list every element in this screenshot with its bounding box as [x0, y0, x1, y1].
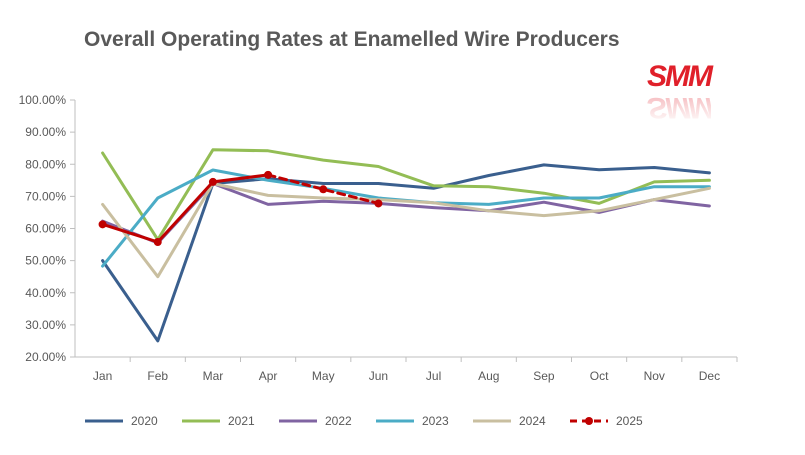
- y-tick-label: 20.00%: [25, 350, 66, 364]
- series-line-2025: [101, 173, 270, 244]
- chart-title: Overall Operating Rates at Enamelled Wir…: [84, 28, 620, 51]
- legend-label-2024: 2024: [519, 414, 546, 428]
- data-point-2025: [319, 185, 328, 194]
- y-tick-label: 50.00%: [25, 254, 66, 268]
- y-tick-label: 80.00%: [25, 157, 66, 171]
- x-tick-label: May: [312, 369, 335, 383]
- x-tick-label: Nov: [644, 369, 665, 383]
- legend-label-2023: 2023: [422, 414, 449, 428]
- x-tick-label: Jul: [426, 369, 441, 383]
- data-point-2025: [374, 199, 383, 208]
- y-tick-label: 70.00%: [25, 189, 66, 203]
- data-point-2025: [264, 170, 273, 179]
- data-point-2025: [153, 237, 162, 246]
- axes: 20.00% 30.00% 40.00% 50.00% 60.00% 70.00% 80.0…: [19, 93, 738, 383]
- x-tick-label: Apr: [259, 369, 278, 383]
- y-tick-label: 100.00%: [19, 93, 67, 107]
- x-tick-label: Sep: [533, 369, 555, 383]
- legend-label-2022: 2022: [325, 414, 352, 428]
- x-tick-label: Oct: [590, 369, 609, 383]
- legend: 2020 2021 2022 2023 2024 2025: [85, 414, 643, 428]
- series-lines: [98, 148, 711, 343]
- y-tick-label: 60.00%: [25, 222, 66, 236]
- legend-marker-2025: [585, 417, 593, 425]
- data-point-2025: [208, 177, 217, 186]
- series-line-2024: [101, 182, 711, 279]
- legend-label-2020: 2020: [131, 414, 158, 428]
- x-tick-label: Jan: [93, 369, 112, 383]
- legend-label-2021: 2021: [228, 414, 255, 428]
- series-line-2020: [101, 163, 711, 343]
- data-point-2025: [98, 220, 107, 229]
- series-line-2021: [101, 148, 711, 242]
- x-tick-label: Feb: [147, 369, 168, 383]
- y-tick-label: 30.00%: [25, 318, 66, 332]
- logo-text: SMM: [647, 60, 713, 93]
- x-tick-label: Aug: [478, 369, 499, 383]
- y-tick-label: 90.00%: [25, 125, 66, 139]
- smm-logo: SMM SMM: [647, 60, 737, 132]
- legend-label-2025: 2025: [616, 414, 643, 428]
- x-tick-label: Jun: [369, 369, 388, 383]
- x-tick-label: Dec: [699, 369, 720, 383]
- series-line-2025-dashed: [266, 173, 380, 205]
- y-tick-label: 40.00%: [25, 286, 66, 300]
- x-tick-label: Mar: [203, 369, 224, 383]
